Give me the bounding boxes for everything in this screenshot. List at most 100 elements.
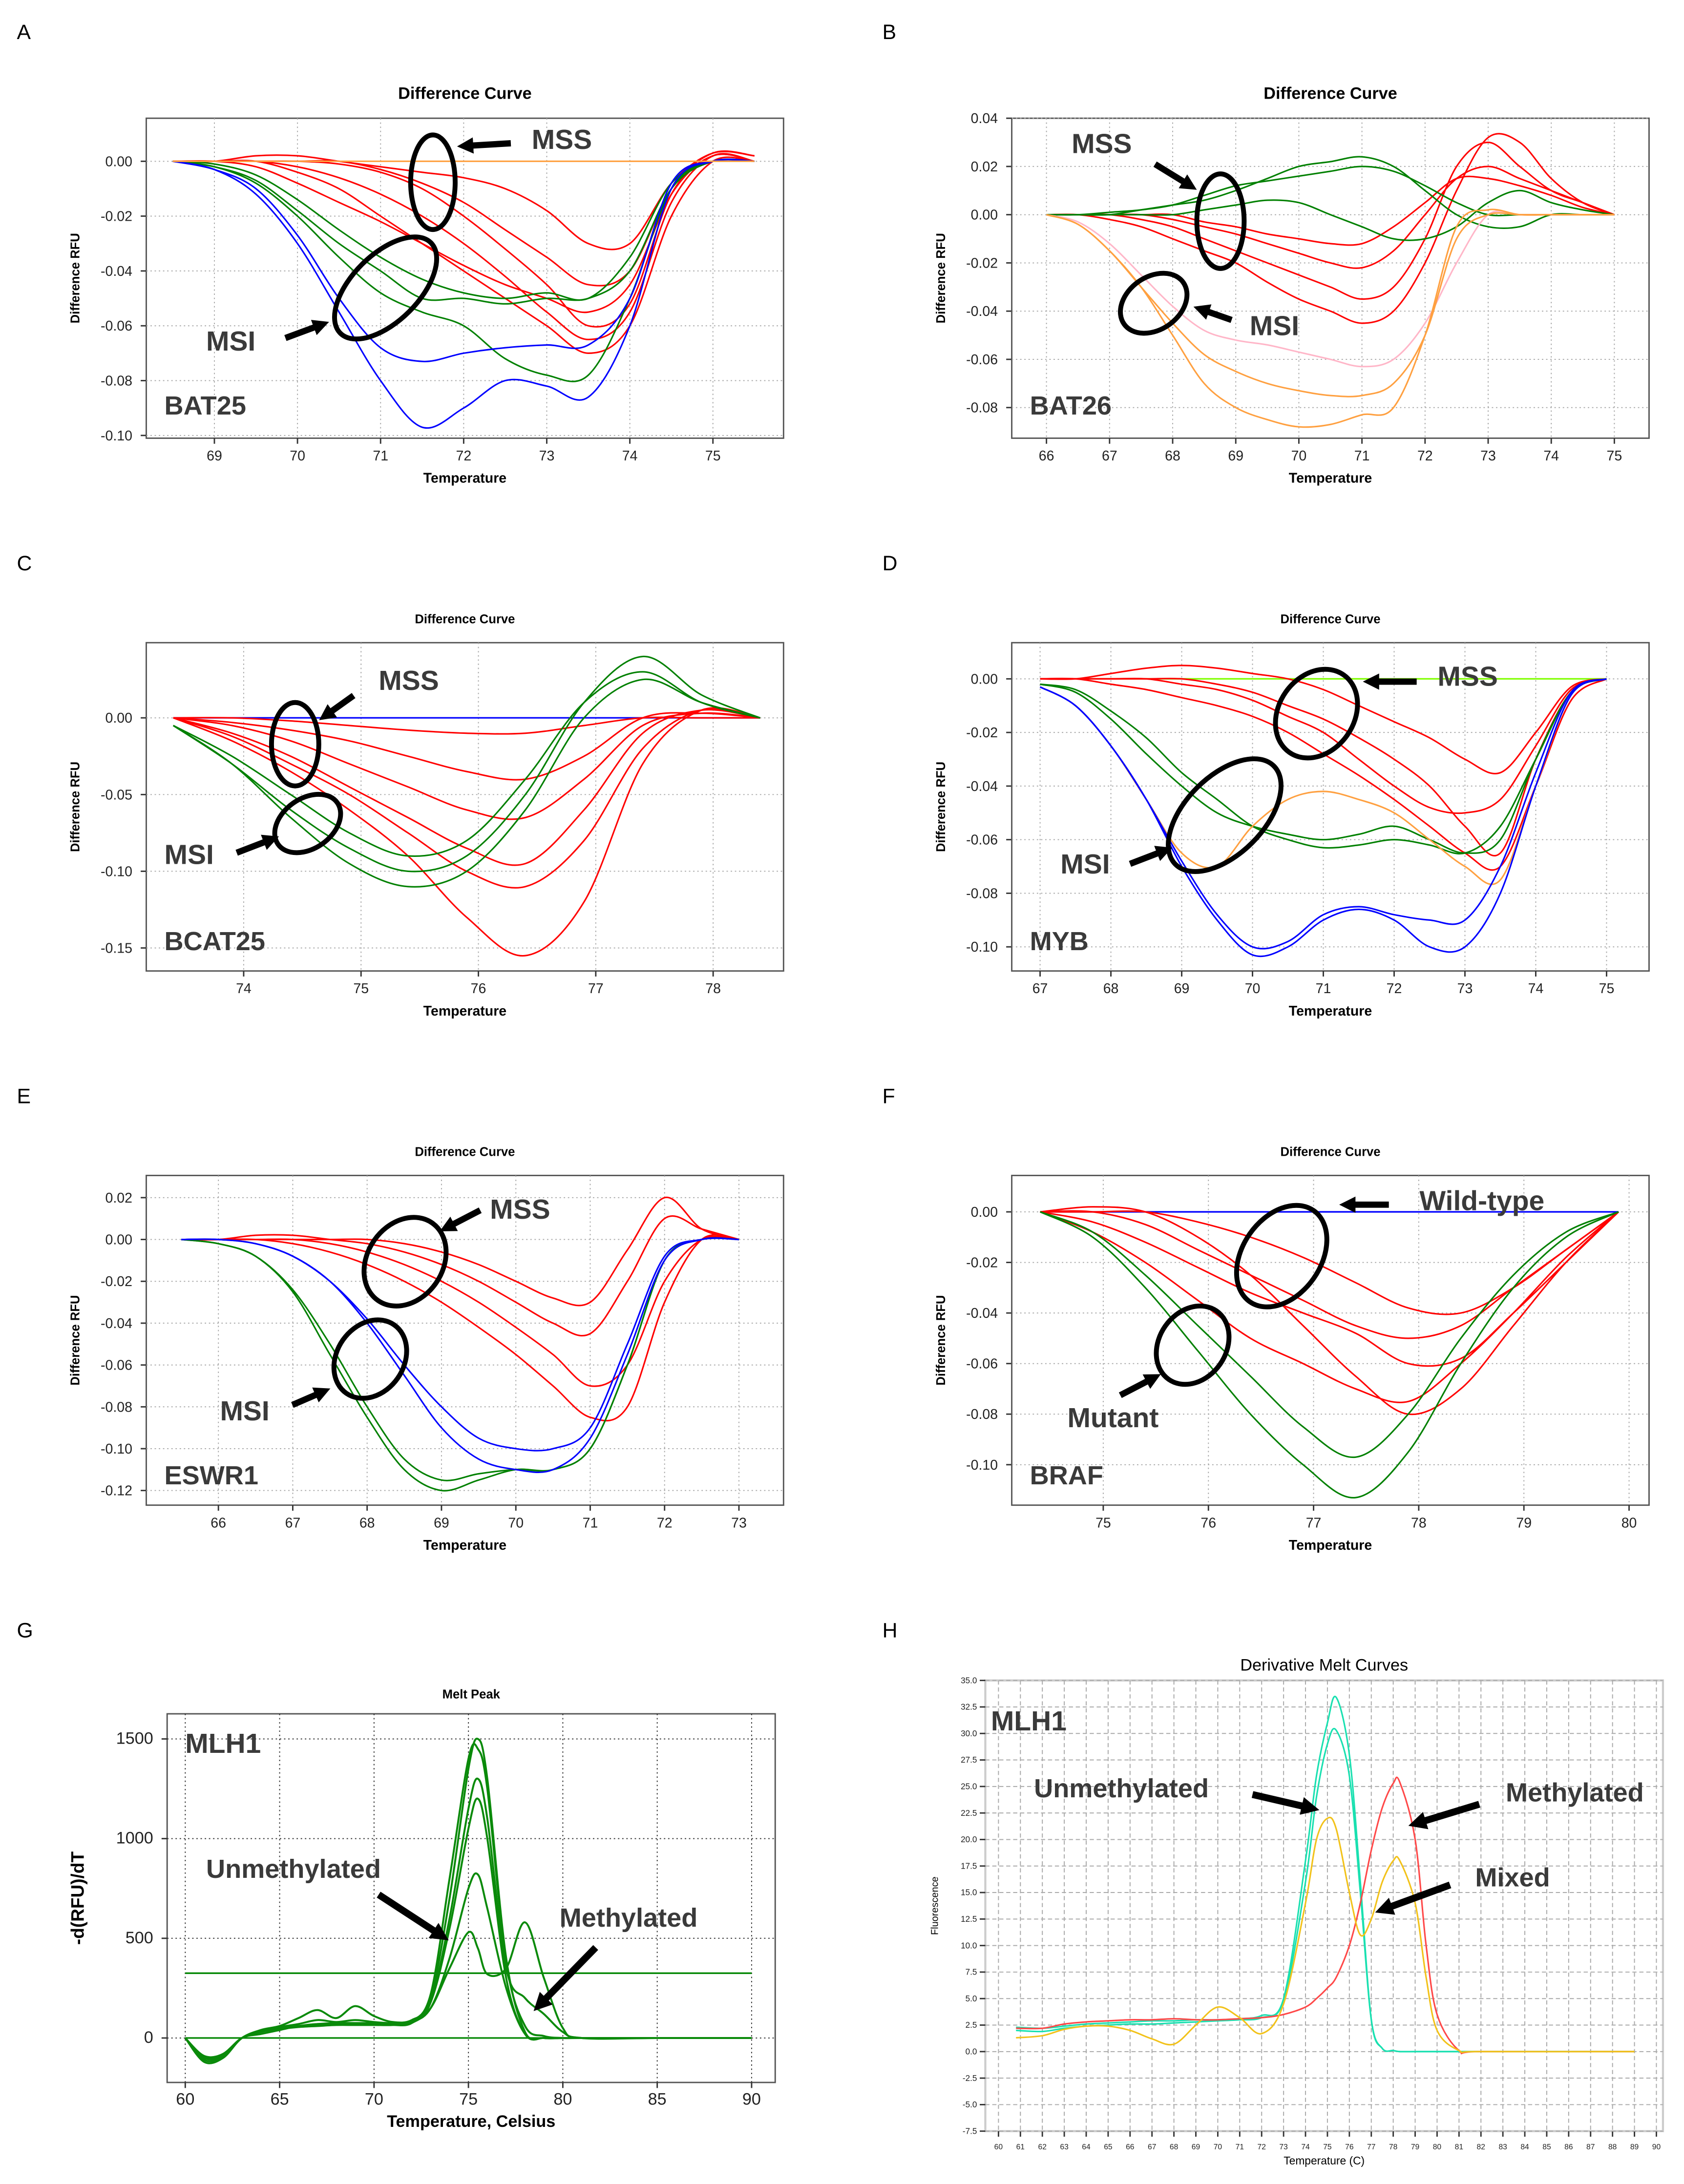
annotation-label: MSS: [1437, 661, 1497, 692]
x-tick-label: 75: [1323, 2143, 1332, 2151]
x-tick-label: 90: [1652, 2143, 1661, 2151]
x-tick-label: 75: [1095, 1515, 1111, 1531]
arrow-icon: [1129, 846, 1173, 867]
x-tick-label: 80: [553, 2090, 572, 2109]
y-axis-label: Difference RFU: [934, 762, 948, 852]
x-tick-label: 85: [1542, 2143, 1551, 2151]
x-tick-label: 84: [1520, 2143, 1529, 2151]
series-layer: [1040, 1206, 1620, 1498]
arrow-icon: [1118, 1374, 1161, 1398]
x-axis-label: Temperature: [1289, 1003, 1372, 1019]
x-axis-label: Temperature: [1289, 471, 1372, 486]
annotation-label: MSI: [1250, 311, 1299, 342]
y-tick-label: -0.10: [966, 1457, 998, 1473]
x-tick-label: 75: [459, 2090, 478, 2109]
y-tick-label: 0.0: [966, 2047, 977, 2057]
x-tick-label: 68: [1170, 2143, 1179, 2151]
y-tick-label: 1500: [116, 1729, 153, 1747]
series-layer: [181, 1196, 739, 1492]
curve-wild-type: [1040, 1210, 1619, 1315]
y-tick-label: 20.0: [961, 1835, 977, 1844]
x-tick-label: 71: [583, 1515, 598, 1531]
x-tick-label: 67: [1032, 981, 1048, 997]
gene-label: BRAF: [1030, 1461, 1103, 1490]
x-tick-label: 69: [1192, 2143, 1200, 2151]
chart-title: Melt Peak: [442, 1688, 501, 1702]
series-layer: [184, 1737, 752, 2064]
arrow-icon: [235, 834, 279, 856]
curve-msi-control: [181, 1237, 739, 1452]
x-axis-label: Temperature (C): [1284, 2154, 1365, 2167]
x-tick-label: 69: [1174, 981, 1190, 997]
y-tick-label: -0.10: [101, 864, 132, 879]
arrow-icon: [291, 1387, 331, 1408]
highlight-ellipse: [408, 132, 458, 232]
x-tick-label: 62: [1038, 2143, 1046, 2151]
curve-mss: [173, 708, 760, 889]
y-tick-label: 0.00: [105, 1232, 132, 1248]
y-tick-label: -0.06: [101, 318, 132, 334]
x-tick-label: 65: [1104, 2143, 1113, 2151]
chart-title: Difference Curve: [1263, 84, 1397, 103]
curve-msi: [172, 159, 755, 301]
series-layer: [1016, 1695, 1635, 2055]
x-tick-label: 73: [1279, 2143, 1288, 2151]
y-tick-label: 0: [144, 2028, 153, 2047]
x-tick-label: 77: [1367, 2143, 1375, 2151]
annotation-label: MSS: [490, 1194, 550, 1225]
plot-area: [146, 642, 784, 972]
panel-g: G Melt Peak 60 65 70 75 80 85 90 1500 1000 500 0 Temp…: [17, 1619, 776, 2131]
x-tick-label: 76: [471, 981, 486, 997]
x-tick-label: 81: [1455, 2143, 1463, 2151]
panel-letter: H: [883, 1619, 898, 1642]
arrow-icon: [440, 1207, 482, 1231]
x-tick-label: 67: [1102, 448, 1117, 464]
x-tick-label: 73: [1480, 448, 1496, 464]
x-tick-label: 77: [1306, 1515, 1322, 1531]
panel-e: E Difference Curve 66 67 68 69 70 71 72 73 0.02 0.0…: [17, 1084, 784, 1553]
x-tick-label: 61: [1016, 2143, 1025, 2151]
panel-letter: F: [883, 1084, 895, 1108]
x-tick-label: 75: [353, 981, 369, 997]
x-tick-label: 71: [1354, 448, 1370, 464]
y-tick-label: 7.5: [966, 1968, 977, 1977]
x-tick-label: 70: [290, 448, 305, 464]
curve-msi: [172, 158, 755, 382]
arrow-icon: [1153, 161, 1197, 190]
x-tick-label: 60: [176, 2090, 194, 2109]
arrow-icon: [1375, 1881, 1452, 1915]
x-tick-label: 66: [1039, 448, 1054, 464]
annotation-label: MSS: [1072, 128, 1132, 159]
x-tick-label: 70: [365, 2090, 383, 2109]
y-tick-label: 10.0: [961, 1941, 977, 1950]
x-tick-label: 67: [285, 1515, 301, 1531]
x-tick-label: 69: [434, 1515, 449, 1531]
x-tick-label: 66: [210, 1515, 226, 1531]
arrow-icon: [1193, 304, 1233, 323]
highlight-ellipse: [361, 1215, 449, 1309]
x-tick-label: 71: [1316, 981, 1331, 997]
x-axis-label: Temperature: [1289, 1538, 1372, 1553]
x-tick-label: 69: [1228, 448, 1243, 464]
y-tick-label: -0.04: [966, 304, 998, 319]
curve-msi: [1040, 678, 1607, 854]
curve-mss: [172, 153, 755, 340]
y-tick-label: -0.04: [101, 1316, 132, 1331]
x-tick-label: 75: [705, 448, 721, 464]
x-axis-label: Temperature: [423, 471, 506, 486]
panel-letter: E: [17, 1084, 31, 1108]
arrow-icon: [319, 693, 356, 721]
curve-mutant: [1040, 1211, 1619, 1458]
x-tick-label: 72: [657, 1515, 673, 1531]
highlight-ellipse: [332, 234, 440, 342]
y-tick-label: 0.00: [971, 671, 998, 687]
y-tick-label: -0.15: [101, 940, 132, 956]
curve-msi: [173, 671, 760, 857]
curve-mss: [1040, 665, 1607, 774]
highlight-ellipse: [1118, 270, 1190, 336]
plot-area: [146, 117, 784, 439]
y-tick-label: -2.5: [963, 2074, 977, 2083]
annotation-label: MSI: [220, 1395, 269, 1427]
curve-samples: [184, 1777, 752, 2060]
annotation-label: Mixed: [1475, 1863, 1550, 1892]
